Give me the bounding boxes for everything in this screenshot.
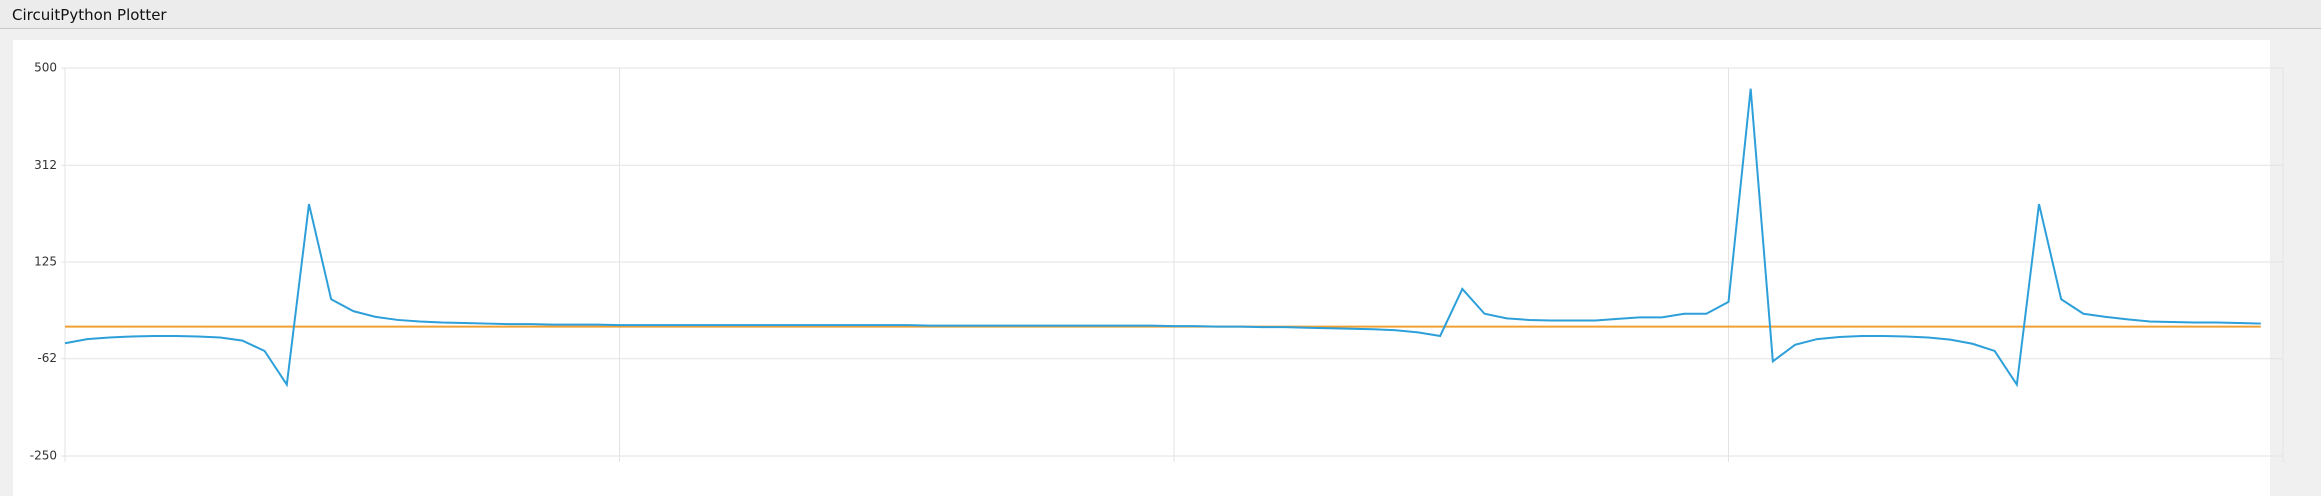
window-title: CircuitPython Plotter	[12, 6, 167, 24]
series-line	[64, 88, 2261, 388]
title-bar: CircuitPython Plotter	[0, 0, 2321, 29]
y-tick-label: 125	[34, 255, 57, 269]
y-tick-label: -62	[37, 351, 57, 365]
y-tick-label: -250	[30, 449, 57, 463]
y-tick-label: 500	[34, 61, 57, 75]
y-tick-label: 312	[34, 158, 57, 172]
plot-panel	[13, 40, 2270, 496]
